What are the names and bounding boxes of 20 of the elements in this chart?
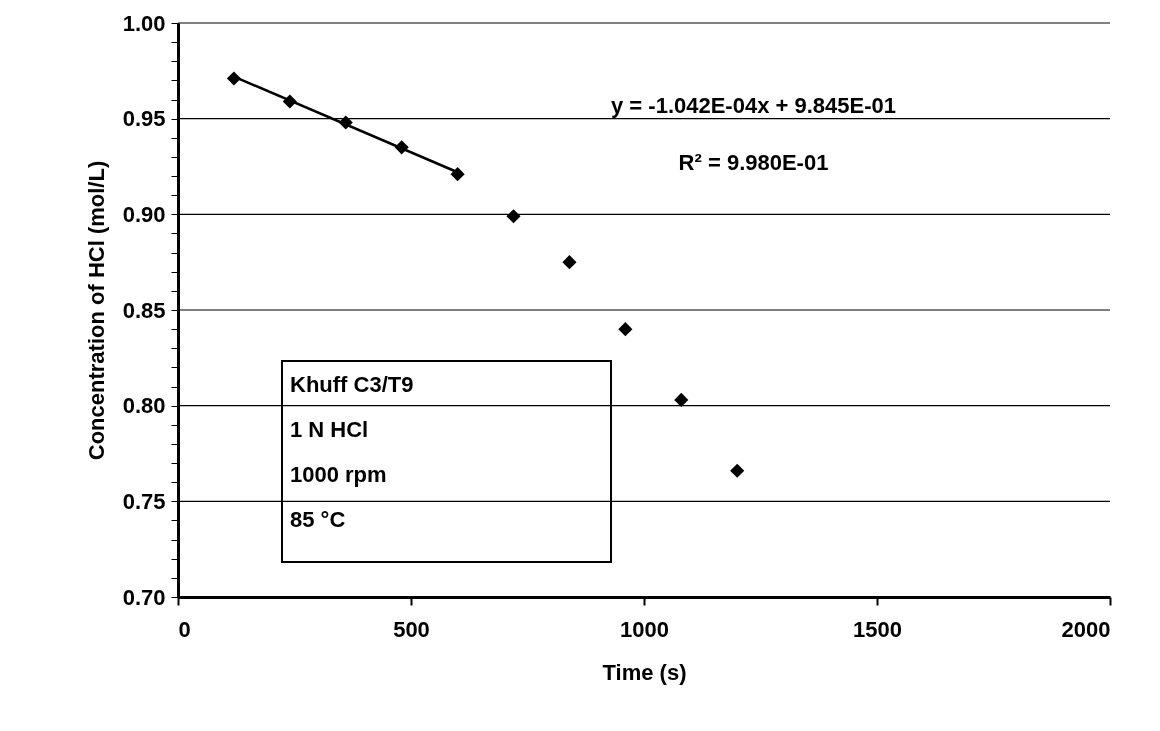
annotation: Khuff C3/T9 xyxy=(290,372,414,397)
x-tick-label: 2000 xyxy=(1061,616,1111,642)
y-tick-label: 0.80 xyxy=(122,393,166,419)
x-tick-label: 0 xyxy=(178,616,191,642)
y-tick-label: 0.70 xyxy=(122,584,166,610)
annotation: R² = 9.980E-01 xyxy=(678,150,829,175)
annotation: 1000 rpm xyxy=(290,462,387,487)
y-axis-title: Concentration of HCl (mol/L) xyxy=(83,160,109,461)
x-axis-title: Time (s) xyxy=(602,659,687,685)
x-tick-label: 1500 xyxy=(853,616,902,642)
y-tick-label: 1.00 xyxy=(122,10,166,36)
x-tick-label: 1000 xyxy=(620,616,669,642)
annotation: 85 °C xyxy=(290,507,346,532)
x-tick-label: 500 xyxy=(393,616,430,642)
y-tick-label: 0.75 xyxy=(122,488,166,514)
y-tick-label: 0.90 xyxy=(122,201,166,227)
y-tick-label: 0.95 xyxy=(122,106,166,132)
annotation: y = -1.042E-04x + 9.845E-01 xyxy=(611,93,897,118)
annotation: 1 N HCl xyxy=(290,417,369,442)
y-tick-label: 0.85 xyxy=(122,297,166,323)
